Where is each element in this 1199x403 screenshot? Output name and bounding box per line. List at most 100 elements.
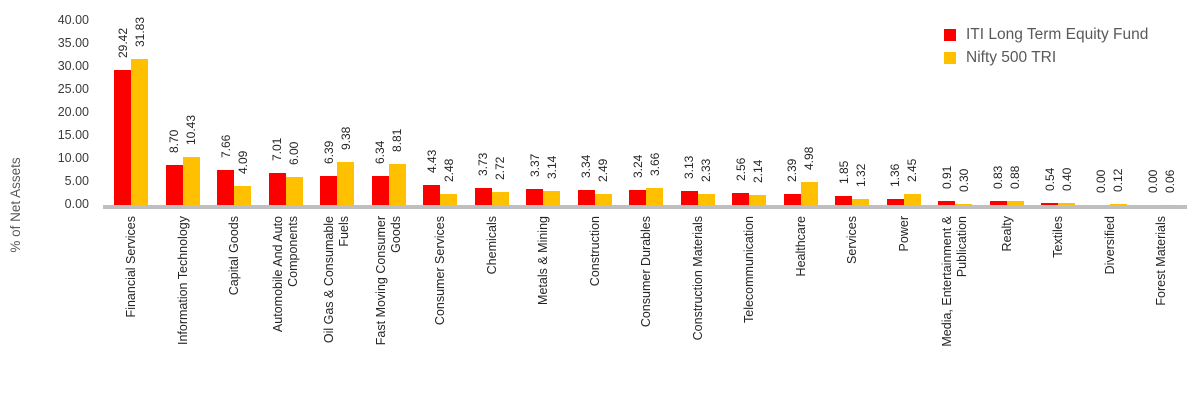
y-tick-label: 20.00 [57,105,89,119]
value-label: 2.48 [441,158,456,182]
bar-fund [217,169,234,205]
bar-fund [732,193,749,205]
category-label-text: Healthcare [793,216,807,277]
bar-benchmark [543,190,560,205]
value-label: 7.66 [218,134,233,158]
category-label-text: Telecommunication [741,216,756,323]
legend-label-benchmark: Nifty 500 TRI [966,49,1057,66]
category-label-text: Realty [999,216,1013,252]
bar-fund [886,198,904,205]
value-label: 29.42 [115,27,130,58]
category-label: Fast Moving Consumer Goods [372,216,406,366]
category-label: Media, Entertainment & Publication [938,216,972,366]
value-label: 0.40 [1059,167,1074,192]
y-tick-label: 10.00 [57,151,89,165]
bar-fund [320,175,337,205]
category-label: Consumer Durables [629,216,663,366]
category-label: Services [835,216,869,366]
category-label: Construction [578,216,612,366]
bar-benchmark [182,157,200,205]
y-axis-title: % of Net Assets [8,157,23,253]
legend-swatch-gold [944,52,956,64]
bar-benchmark [1006,200,1024,205]
value-label: 2.33 [699,158,713,183]
value-label: 6.00 [287,142,301,166]
bar-fund [474,187,492,205]
category-label-text: Consumer Services [432,216,447,326]
category-label-text: Services [844,216,859,264]
value-label: 8.70 [167,129,181,153]
bar-fund [114,69,131,205]
value-label: 1.32 [853,163,868,187]
category-label-text: Metals & Mining [535,216,550,305]
value-label: 6.34 [373,140,387,164]
value-label: 0.83 [991,165,1005,190]
value-label: 3.73 [476,152,490,176]
bar-fund [371,175,389,205]
category-label: Oil Gas & Consumable Fuels [320,216,354,366]
category-label: Construction Materials [681,216,715,366]
category-label-text: Media, Entertainment & Publication [940,216,969,347]
category-label: Financial Services [114,216,148,366]
category-label-text: Consumer Durables [638,216,653,328]
bar-fund [526,189,543,205]
y-tick-label: 30.00 [57,59,89,73]
value-label: 8.81 [390,129,404,153]
bar-fund [165,164,183,205]
bar-benchmark [646,188,663,205]
y-tick-label: 15.00 [57,128,89,142]
value-label: 0.06 [1162,169,1177,193]
bar-benchmark [491,192,509,205]
y-tick-label: 40.00 [57,13,89,27]
bar-benchmark [388,164,406,205]
bar-benchmark [697,194,715,205]
value-label: 0.00 [1094,169,1108,193]
legend-swatch-red [944,29,956,41]
y-tick-label: 35.00 [57,36,89,50]
value-label: 2.14 [750,159,765,184]
bar-benchmark [1109,204,1127,205]
value-label: 2.39 [785,158,799,182]
bar-benchmark [955,203,972,205]
bar-fund [577,189,595,205]
category-label: Metals & Mining [526,216,560,366]
bar-benchmark [337,161,354,205]
value-label: 0.12 [1111,169,1125,193]
legend: ITI Long Term Equity Fund Nifty 500 TRI [944,26,1148,72]
value-label: 9.38 [338,126,353,150]
value-label: 0.54 [1042,167,1057,191]
category-label: Automobile And Auto Components [269,216,303,366]
value-label: 3.34 [579,154,593,178]
y-tick-label: 0.00 [64,197,89,211]
value-label: 0.00 [1145,169,1160,193]
value-label: 0.91 [939,165,954,189]
legend-item-benchmark: Nifty 500 TRI [944,49,1148,67]
value-label: 3.13 [682,155,696,179]
bar-fund [268,172,286,205]
bar-fund [989,201,1007,205]
bar-benchmark [131,58,148,205]
bar-fund [783,194,801,205]
bar-fund [938,200,955,205]
value-label: 2.72 [493,157,507,181]
category-label-text: Construction [587,216,601,287]
bar-fund [1041,202,1058,205]
bar-benchmark [1058,203,1075,205]
category-label: Consumer Services [423,216,457,366]
category-label-text: Textiles [1050,216,1065,258]
value-label: 7.01 [270,137,284,161]
category-label-text: Automobile And Auto Components [270,216,300,333]
category-label: Textiles [1041,216,1075,366]
bar-benchmark [903,193,921,205]
y-tick-label: 5.00 [64,174,89,188]
value-label: 2.56 [733,157,748,182]
category-label-text: Diversified [1102,216,1116,275]
category-label: Forest Materials [1144,216,1178,366]
bar-benchmark [852,198,869,205]
category-label-text: Financial Services [123,216,138,318]
category-label: Realty [990,216,1024,366]
bar-fund [423,184,440,205]
value-label: 0.88 [1008,165,1022,189]
value-label: 3.37 [527,154,542,178]
